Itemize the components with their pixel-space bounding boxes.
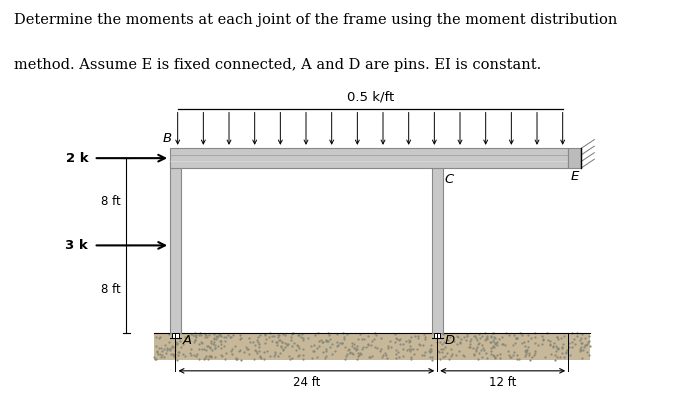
Bar	[170, 158, 181, 333]
Bar	[568, 148, 581, 168]
Text: method. Assume E is fixed connected, A and D are pins. EI is constant.: method. Assume E is fixed connected, A a…	[14, 58, 541, 72]
Bar	[434, 333, 440, 338]
Text: 3 k: 3 k	[66, 239, 88, 252]
Text: 12 ft: 12 ft	[489, 376, 517, 389]
Text: E: E	[570, 170, 579, 183]
Text: A: A	[183, 334, 192, 347]
Text: B: B	[162, 132, 172, 145]
Bar	[172, 333, 178, 338]
Text: 8 ft: 8 ft	[102, 195, 121, 208]
Bar	[170, 148, 568, 168]
Text: 24 ft: 24 ft	[293, 376, 320, 389]
Text: 8 ft: 8 ft	[102, 283, 121, 296]
Text: Determine the moments at each joint of the frame using the moment distribution: Determine the moments at each joint of t…	[14, 13, 617, 27]
Text: 2 k: 2 k	[66, 152, 88, 165]
Bar	[154, 333, 590, 360]
Bar	[432, 158, 442, 333]
Text: C: C	[445, 173, 454, 187]
Text: D: D	[445, 334, 455, 347]
Text: 0.5 k/ft: 0.5 k/ft	[346, 91, 394, 103]
